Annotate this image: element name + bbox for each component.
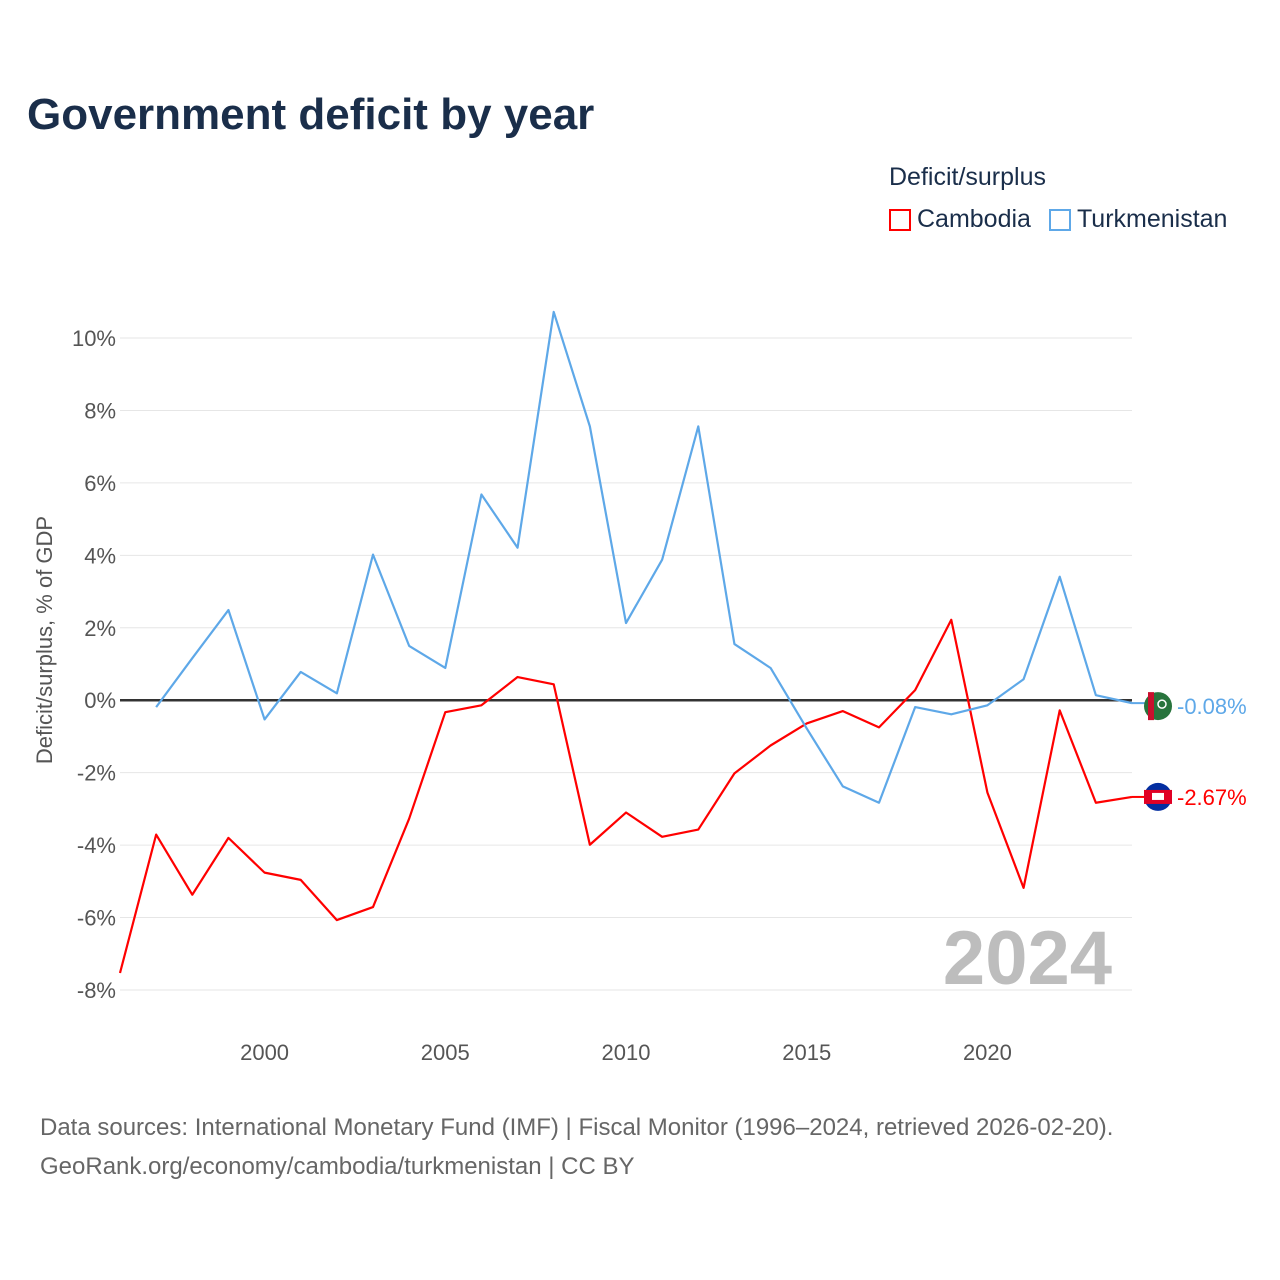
y-tick-label: 2% — [84, 616, 116, 641]
end-value-label: -2.67% — [1177, 785, 1247, 810]
source-line-2[interactable]: GeoRank.org/economy/cambodia/turkmenista… — [40, 1153, 635, 1180]
series-line-cambodia — [118, 618, 1133, 974]
x-tick-label: 2020 — [963, 1040, 1012, 1065]
turkmenistan-flag-crescent — [1157, 699, 1167, 709]
y-tick-label: 4% — [84, 543, 116, 568]
y-tick-label: -2% — [77, 761, 116, 786]
y-tick-label: 10% — [72, 326, 116, 351]
chart-title: Government deficit by year — [27, 90, 595, 139]
y-tick-label: 0% — [84, 688, 116, 713]
x-tick-label: 2010 — [602, 1040, 651, 1065]
y-tick-label: 6% — [84, 471, 116, 496]
y-tick-label: -4% — [77, 833, 116, 858]
y-axis-label: Deficit/surplus, % of GDP — [32, 516, 57, 764]
source-line-1: Data sources: International Monetary Fun… — [40, 1114, 1114, 1141]
legend-title: Deficit/surplus — [889, 163, 1046, 191]
legend-label: Turkmenistan — [1076, 205, 1228, 233]
x-tick-label: 2015 — [782, 1040, 831, 1065]
legend-label: Cambodia — [917, 205, 1031, 233]
legend: Cambodia Turkmenistan — [889, 205, 1227, 234]
end-value-label: -0.08% — [1177, 694, 1247, 719]
cambodia-flag-temple — [1152, 792, 1164, 800]
year-watermark: 2024 — [943, 916, 1112, 1001]
legend-item-cambodia[interactable]: Cambodia — [889, 205, 1031, 234]
y-tick-label: 8% — [84, 398, 116, 423]
y-tick-label: -6% — [77, 906, 116, 931]
y-tick-label: -8% — [77, 978, 116, 1003]
x-tick-label: 2005 — [421, 1040, 470, 1065]
source-note: Data sources: International Monetary Fun… — [40, 1108, 1113, 1186]
turkmenistan-flag-stripe — [1148, 692, 1154, 721]
legend-swatch-cambodia — [889, 208, 911, 231]
legend-item-turkmenistan[interactable]: Turkmenistan — [1048, 205, 1228, 234]
legend-swatch-turkmenistan — [1048, 208, 1071, 231]
x-tick-label: 2000 — [240, 1040, 289, 1065]
series-line-turkmenistan — [155, 310, 1133, 804]
